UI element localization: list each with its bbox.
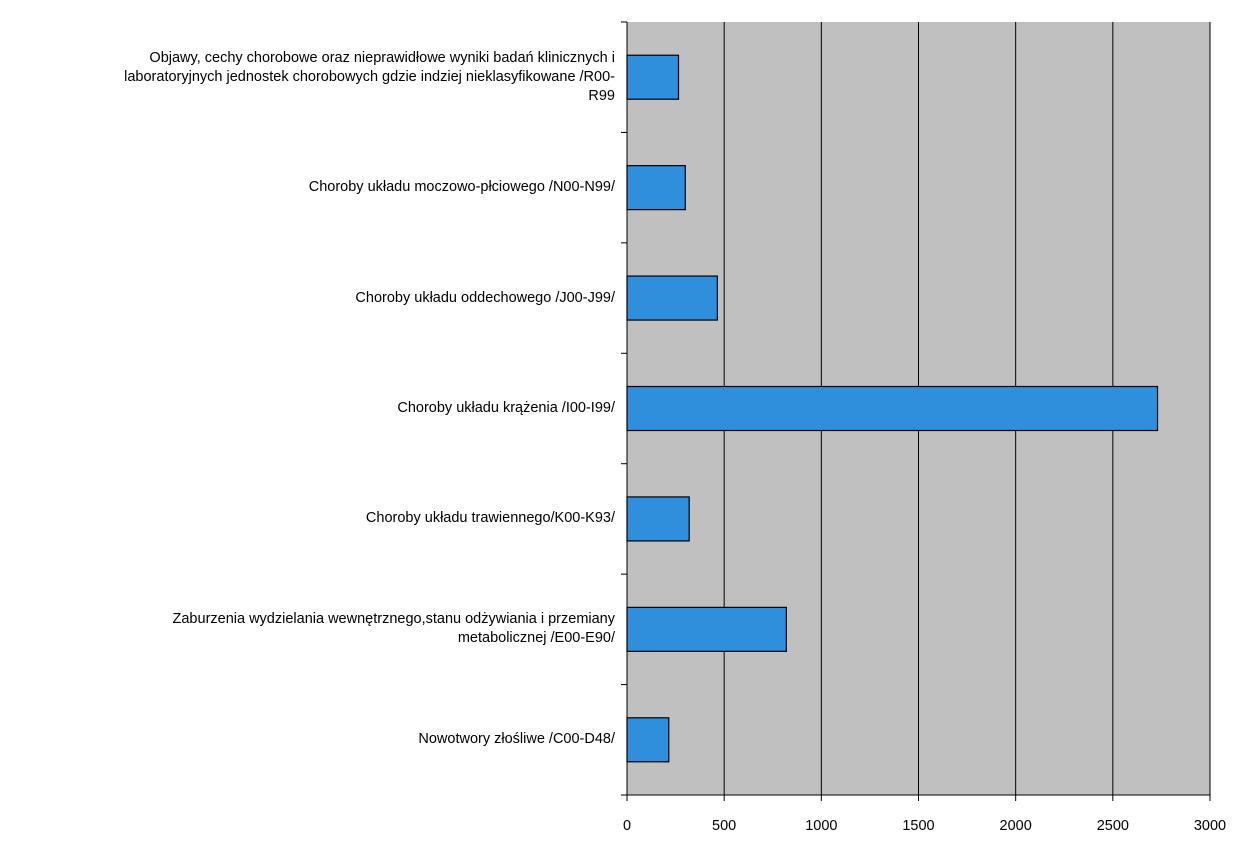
category-label: Choroby układu oddechowego /J00-J99/ [355, 289, 615, 306]
x-tick-label: 500 [712, 818, 737, 834]
bar [626, 165, 686, 211]
bar [626, 385, 1159, 432]
bar [626, 496, 690, 542]
bar [626, 275, 718, 321]
category-label: Objawy, cechy chorobowe oraz nieprawidło… [124, 49, 615, 104]
bar [626, 54, 680, 100]
category-label: Nowotwory złośliwe /C00-D48/ [418, 731, 615, 748]
bars [626, 54, 1159, 763]
x-tick-label: 3000 [1193, 818, 1227, 834]
x-tick-label: 1500 [902, 818, 935, 834]
category-label: Zaburzenia wydzielania wewnętrznego,stan… [172, 611, 615, 647]
x-tick-label: 0 [622, 818, 632, 834]
bar [626, 606, 787, 652]
category-label: Choroby układu moczowo-płciowego /N00-N9… [308, 179, 615, 196]
x-tick-label: 2000 [999, 818, 1032, 834]
x-tick-label: 2500 [1096, 818, 1129, 834]
category-label: Choroby układu trawiennego/K00-K93/ [365, 510, 615, 527]
x-tick-label: 1000 [805, 818, 838, 834]
category-label: Choroby układu krążenia /I00-I99/ [397, 400, 615, 416]
axes [621, 21, 1211, 801]
bar [626, 717, 670, 763]
